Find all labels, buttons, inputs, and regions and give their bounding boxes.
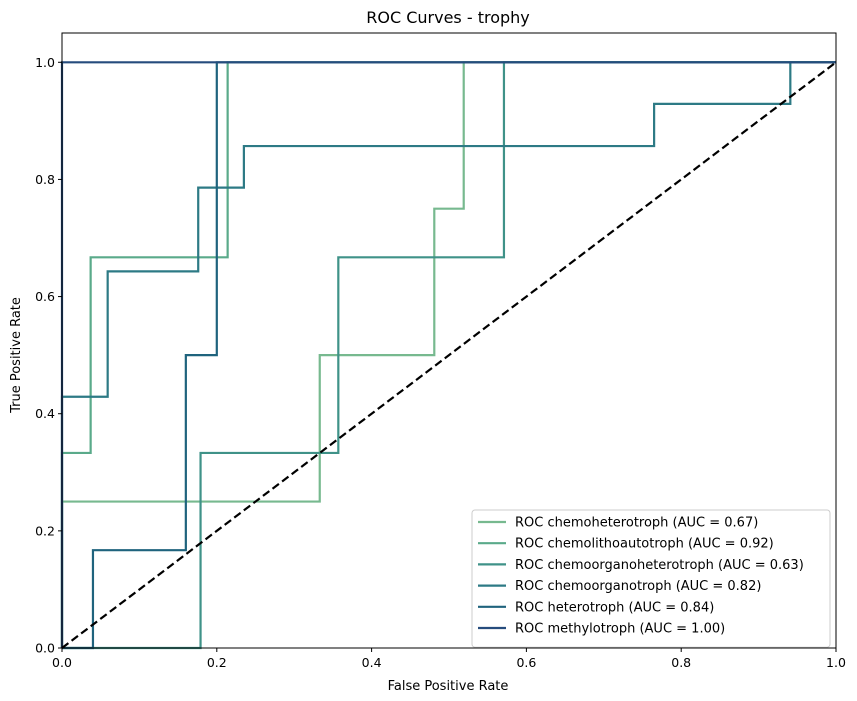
legend-label: ROC chemoheterotroph (AUC = 0.67) <box>515 516 758 531</box>
x-tick-label: 0.4 <box>362 655 382 670</box>
x-tick-label: 0.2 <box>207 655 227 670</box>
x-tick-label: 0.6 <box>516 655 536 670</box>
legend-box <box>471 509 831 648</box>
series-line-1 <box>60 61 836 648</box>
chart-title: ROC Curves - trophy <box>366 8 530 27</box>
x-tick-label: 1.0 <box>826 655 846 670</box>
x-axis-label: False Positive Rate <box>388 679 509 694</box>
axes-frame <box>61 32 837 649</box>
x-tick-label: 0.0 <box>52 655 72 670</box>
x-tick-label: 0.8 <box>671 655 691 670</box>
reference-diagonal-line <box>61 61 837 649</box>
legend-label: ROC chemoorganotroph (AUC = 0.82) <box>515 579 761 594</box>
legend: ROC chemoheterotroph (AUC = 0.67) ROC che… <box>471 509 831 648</box>
y-axis-label: True Positive Rate <box>9 297 24 414</box>
legend-label: ROC chemoorganoheterotroph (AUC = 0.63) <box>515 558 804 573</box>
y-tick-label: 0.0 <box>35 641 55 656</box>
legend-label: ROC heterotroph (AUC = 0.84) <box>515 600 714 615</box>
series-line-3 <box>62 61 836 650</box>
legend-label: ROC chemolithoautotroph (AUC = 0.92) <box>515 537 774 552</box>
y-tick-label: 0.2 <box>35 523 55 538</box>
y-tick-label: 0.6 <box>35 289 55 304</box>
y-tick-label: 0.4 <box>35 406 55 421</box>
legend-label: ROC methylotroph (AUC = 1.00) <box>515 622 725 637</box>
y-tick-label: 1.0 <box>35 55 55 70</box>
series-line-5 <box>62 61 836 650</box>
series-line-4 <box>60 61 836 648</box>
y-tick-label: 0.8 <box>35 172 55 187</box>
